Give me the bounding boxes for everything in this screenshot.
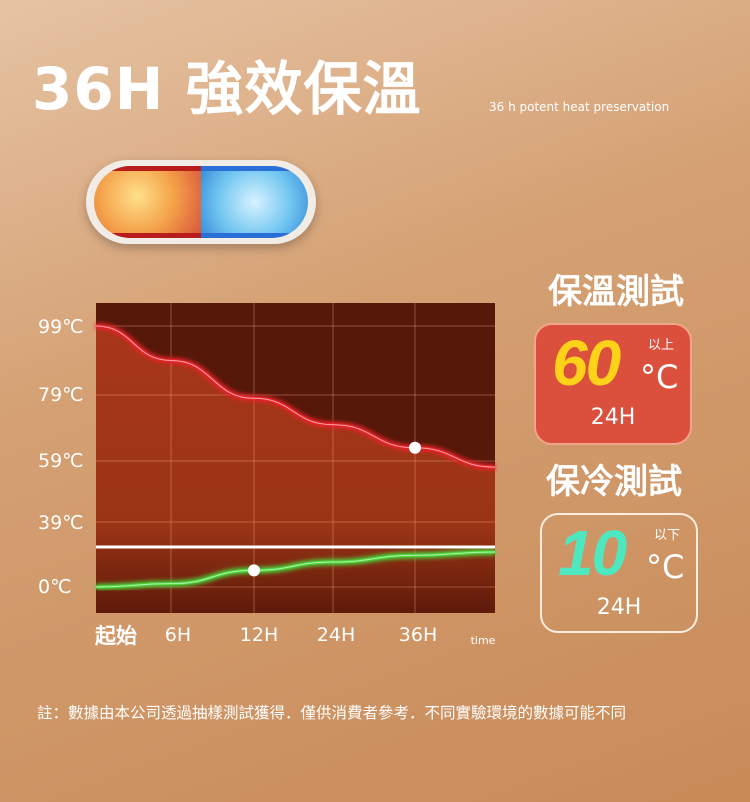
- cold-series-line-highlight: [95, 551, 496, 588]
- data-point-marker: [409, 441, 421, 454]
- y-tick-label: 0℃: [38, 576, 72, 598]
- y-tick-label: 39℃: [38, 512, 84, 534]
- hot-test-card: 60 以上 °C 24H: [534, 323, 692, 445]
- cold-test-unit: °C: [646, 548, 685, 586]
- data-point-marker: [248, 564, 260, 577]
- x-tick-label: 起始: [95, 624, 137, 648]
- cold-test-value: 10: [558, 517, 627, 589]
- y-tick-label: 99℃: [38, 316, 84, 338]
- footnote: 註：數據由本公司透過抽樣測試獲得．僅供消費者參考．不同實驗環境的數據可能不同: [37, 704, 627, 722]
- x-tick-label: 36H: [398, 624, 438, 646]
- cold-test-card: 10 以下 °C 24H: [540, 513, 698, 633]
- hot-test-heading: 保溫測試: [548, 272, 684, 312]
- hot-test-qualifier: 以上: [648, 338, 675, 353]
- hot-half: [94, 166, 201, 238]
- cold-test-qualifier: 以下: [654, 528, 681, 543]
- x-tick-label: 12H: [239, 624, 279, 646]
- hot-test-unit: °C: [640, 358, 679, 396]
- hot-cold-capsule-image: [86, 160, 316, 244]
- x-tick-label: 24H: [316, 624, 356, 646]
- hot-area-fill: [96, 326, 495, 613]
- x-tick-label: 6H: [164, 624, 192, 646]
- cold-test-duration: 24H: [596, 595, 642, 620]
- page-subtitle: 36 h potent heat preservation: [489, 100, 670, 114]
- y-tick-label: 79℃: [38, 384, 84, 406]
- y-tick-label: 59℃: [38, 450, 84, 472]
- cold-half: [201, 166, 308, 238]
- cold-test-heading: 保冷測試: [546, 462, 682, 502]
- page-title: 36H 強效保溫: [32, 55, 422, 123]
- x-axis-label: time: [470, 634, 496, 647]
- hot-test-value: 60: [552, 327, 621, 399]
- hot-test-duration: 24H: [590, 405, 636, 430]
